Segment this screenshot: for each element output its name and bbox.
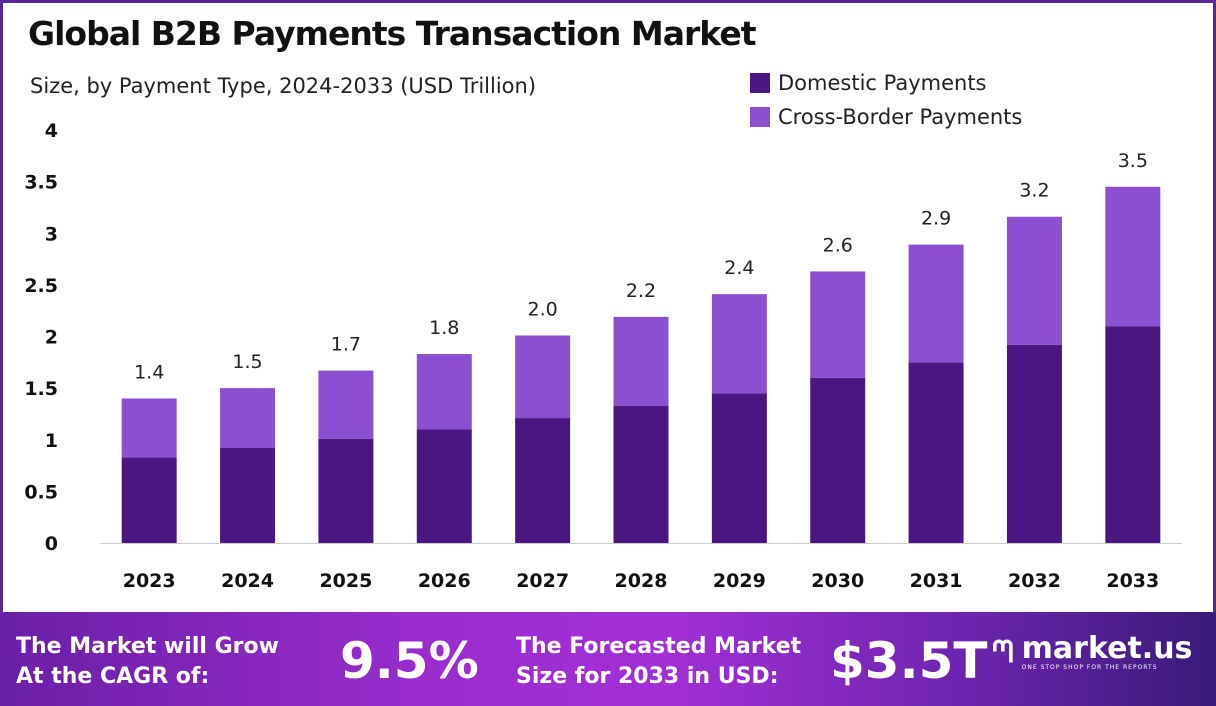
bar-domestic-2032 [1006, 344, 1062, 543]
y-tick-label: 2 [45, 327, 58, 349]
x-tick-label: 2023 [123, 570, 176, 592]
cagr-label-line1: The Market will Grow [16, 634, 279, 659]
bar-cross-border-2027 [515, 335, 571, 419]
data-label-total: 1.8 [429, 317, 459, 339]
bar-domestic-2024 [220, 448, 276, 543]
data-label-total: 2.2 [626, 280, 656, 302]
data-label-total: 2.9 [921, 208, 951, 230]
y-tick-label: 2.5 [24, 275, 58, 297]
x-tick-label: 2024 [221, 570, 274, 592]
forecast-value: $3.5T [830, 632, 988, 690]
x-tick-label: 2028 [615, 570, 668, 592]
bar-domestic-2027 [515, 418, 571, 543]
bar-cross-border-2028 [613, 316, 669, 406]
data-label-total: 1.5 [232, 351, 262, 373]
data-label-total: 1.4 [134, 361, 164, 383]
legend-label-domestic: Domestic Payments [778, 71, 987, 95]
bar-domestic-2030 [810, 377, 866, 543]
data-label-total: 3.5 [1118, 150, 1148, 172]
legend-item-domestic: Domestic Payments [750, 66, 1022, 100]
data-label-total: 2.6 [823, 234, 853, 256]
y-tick-label: 4 [45, 120, 58, 142]
x-tick-label: 2029 [713, 570, 766, 592]
bar-cross-border-2033 [1105, 186, 1161, 327]
x-tick-label: 2026 [418, 570, 471, 592]
bar-cross-border-2023 [121, 398, 177, 458]
footer-banner: The Market will Grow At the CAGR of: 9.5… [0, 612, 1216, 706]
legend-label-cross-border: Cross-Border Payments [778, 105, 1023, 129]
bar-cross-border-2032 [1006, 216, 1062, 345]
x-tick-label: 2030 [811, 570, 864, 592]
data-label-total: 3.2 [1019, 180, 1049, 202]
data-label-total: 2.4 [724, 257, 754, 279]
legend-item-cross-border: Cross-Border Payments [750, 100, 1022, 134]
bar-cross-border-2029 [711, 294, 767, 394]
x-tick-label: 2027 [516, 570, 569, 592]
forecast-label-line1: The Forecasted Market [516, 634, 802, 659]
y-tick-label: 0.5 [24, 481, 58, 503]
bar-domestic-2028 [613, 405, 669, 543]
x-tick-label: 2032 [1008, 570, 1061, 592]
bar-cross-border-2030 [810, 271, 866, 378]
bar-domestic-2031 [908, 362, 964, 543]
bar-domestic-2025 [318, 438, 374, 543]
y-tick-label: 0 [45, 533, 58, 555]
bar-chart: 0 0.5 1 1.5 2 2.5 3 3.5 4 1.4 2023 1.5 2024 1.7 2025 1.… [24, 120, 1182, 592]
brand-tagline: ONE STOP SHOP FOR THE REPORTS [1021, 664, 1158, 671]
cagr-value: 9.5% [340, 632, 479, 690]
chart-subtitle: Size, by Payment Type, 2024-2033 (USD Tr… [30, 74, 537, 98]
data-label-total: 1.7 [331, 334, 361, 356]
chart-title: Global B2B Payments Transaction Market [28, 14, 756, 53]
data-label-total: 2.0 [528, 298, 558, 320]
forecast-label-line2: Size for 2033 in USD: [516, 664, 779, 689]
bar-cross-border-2026 [416, 354, 472, 430]
y-tick-label: 3 [45, 223, 58, 245]
x-tick-label: 2025 [319, 570, 372, 592]
bar-cross-border-2031 [908, 244, 964, 363]
x-tick-label: 2031 [910, 570, 963, 592]
brand-logo: ᘉ market.us ONE STOP SHOP FOR THE REPORT… [992, 631, 1193, 672]
bar-domestic-2023 [121, 457, 177, 543]
y-tick-label: 1.5 [24, 378, 58, 400]
bar-domestic-2029 [711, 393, 767, 543]
legend: Domestic Payments Cross-Border Payments [750, 66, 1022, 134]
brand-name: market.us [1021, 631, 1193, 666]
chart-frame [0, 0, 1216, 612]
bar-cross-border-2024 [220, 388, 276, 449]
bar-domestic-2033 [1105, 326, 1161, 543]
y-tick-label: 1 [45, 430, 58, 452]
x-tick-label: 2033 [1106, 570, 1159, 592]
legend-swatch-domestic [750, 73, 770, 93]
bar-cross-border-2025 [318, 370, 374, 439]
cagr-label-line2: At the CAGR of: [16, 664, 210, 689]
bar-domestic-2026 [416, 429, 472, 543]
legend-swatch-cross-border [750, 107, 770, 127]
y-tick-label: 3.5 [24, 172, 58, 194]
brand-logo-icon: ᘉ [992, 635, 1014, 670]
